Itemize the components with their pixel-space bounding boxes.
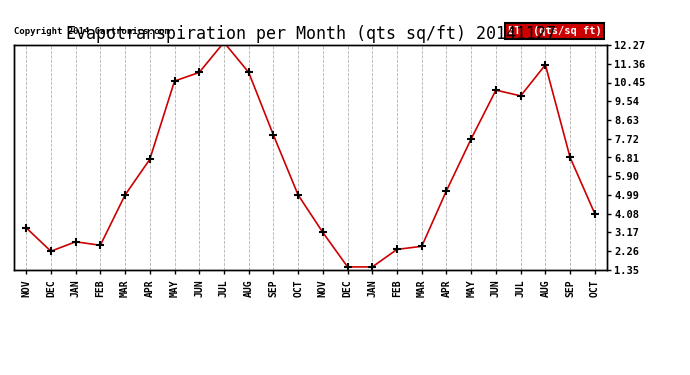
- Text: ET  (qts/sq ft): ET (qts/sq ft): [508, 26, 601, 36]
- Text: Copyright 2014 Cartronics.com: Copyright 2014 Cartronics.com: [14, 27, 170, 36]
- Title: Evapotranspiration per Month (qts sq/ft) 20141127: Evapotranspiration per Month (qts sq/ft)…: [66, 26, 555, 44]
